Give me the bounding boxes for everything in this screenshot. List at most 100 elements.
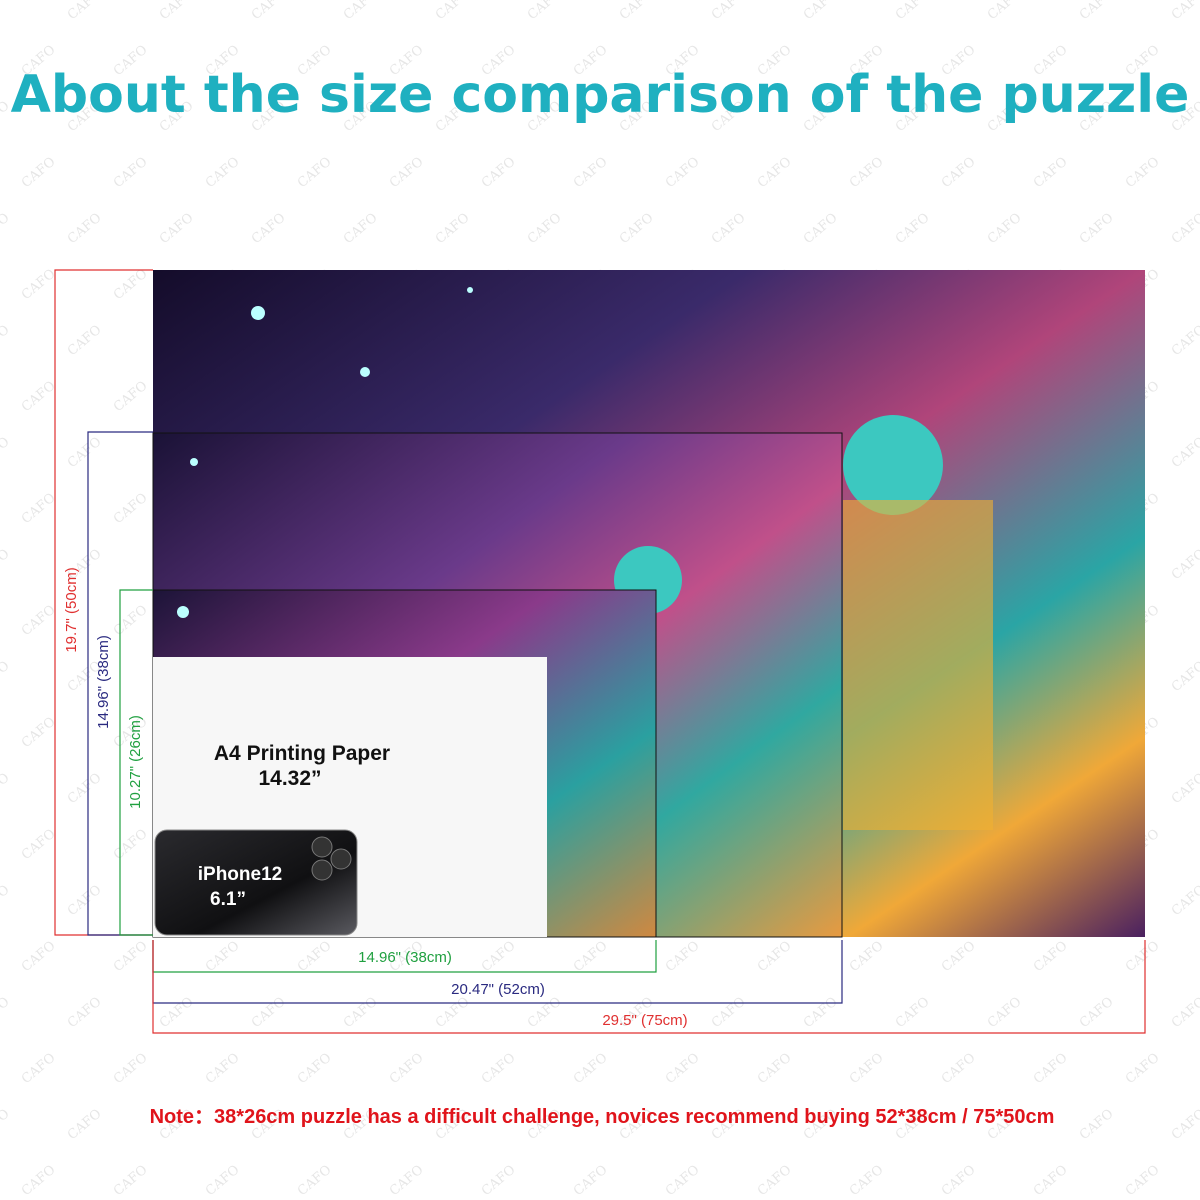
watermark: CAFO [111,378,151,415]
watermark: CAFO [157,994,197,1031]
camera [330,848,352,870]
watermark: CAFO [341,210,381,247]
watermark: CAFO [663,938,703,975]
watermark: CAFO [525,210,565,247]
watermark: CAFO [19,1050,59,1087]
watermark: CAFO [1169,882,1200,919]
watermark: CAFO [341,994,381,1031]
watermark: CAFO [1031,938,1071,975]
watermark: CAFO [65,1106,105,1143]
watermark: CAFO [479,1050,519,1087]
watermark: CAFO [939,1050,979,1087]
watermark: CAFO [1123,154,1163,191]
watermark: CAFO [801,210,841,247]
watermark: CAFO [19,378,59,415]
watermark: CAFO [1123,1162,1163,1199]
watermark: CAFO [203,1162,243,1199]
watermark: CAFO [1169,0,1200,23]
watermark: CAFO [525,994,565,1031]
watermark: CAFO [1031,1050,1071,1087]
a4-name: A4 Printing Paper [214,742,390,765]
watermark: CAFO [1169,1106,1200,1143]
watermark: CAFO [801,0,841,23]
width-label: 14.96" (38cm) [358,949,452,966]
watermark: CAFO [111,266,151,303]
watermark: CAFO [0,1106,12,1143]
watermark: CAFO [387,154,427,191]
star [467,287,473,293]
watermark: CAFO [525,0,565,23]
title: About the size comparison of the puzzle [11,65,1190,125]
watermark: CAFO [939,938,979,975]
camera [311,836,333,858]
watermark: CAFO [295,1162,335,1199]
watermark: CAFO [249,210,289,247]
watermark: CAFO [249,0,289,23]
watermark: CAFO [0,434,12,471]
watermark: CAFO [19,154,59,191]
watermark: CAFO [755,154,795,191]
watermark: CAFO [0,210,12,247]
watermark: CAFO [157,210,197,247]
watermark: CAFO [203,154,243,191]
star [360,367,370,377]
watermark: CAFO [19,602,59,639]
watermark: CAFO [801,994,841,1031]
watermark: CAFO [479,1162,519,1199]
watermark: CAFO [19,938,59,975]
watermark: CAFO [479,938,519,975]
watermark: CAFO [755,938,795,975]
watermark: CAFO [19,714,59,751]
watermark: CAFO [111,1162,151,1199]
watermark: CAFO [663,1050,703,1087]
height-label: 19.7" (50cm) [63,567,80,652]
watermark: CAFO [1077,0,1117,23]
note: Note：38*26cm puzzle has a difficult chal… [150,1106,1055,1128]
watermark: CAFO [1123,938,1163,975]
watermark: CAFO [1031,154,1071,191]
watermark: CAFO [1077,1106,1117,1143]
watermark: CAFO [847,938,887,975]
iphone-size: 6.1” [210,889,246,910]
stars [177,287,473,618]
watermark: CAFO [111,1050,151,1087]
camera [311,859,333,881]
watermark: CAFO [0,546,12,583]
watermark: CAFO [709,210,749,247]
star [177,606,189,618]
watermark: CAFO [111,602,151,639]
watermark: CAFO [19,826,59,863]
watermark: CAFO [387,1162,427,1199]
watermark: CAFO [663,154,703,191]
watermark: CAFO [755,1050,795,1087]
watermark: CAFO [571,938,611,975]
watermark: CAFO [65,770,105,807]
star [190,458,198,466]
watermark: CAFO [65,322,105,359]
watermark: CAFO [65,994,105,1031]
watermark: CAFO [111,154,151,191]
watermark: CAFO [985,210,1025,247]
watermark: CAFO [939,1162,979,1199]
watermark: CAFO [433,210,473,247]
iphone-name: iPhone12 [198,864,282,885]
watermark: CAFO [1031,1162,1071,1199]
watermark: CAFO [0,0,12,23]
watermark: CAFO [433,0,473,23]
watermark: CAFO [1077,994,1117,1031]
watermark: CAFO [111,490,151,527]
glow [843,500,993,830]
watermark: CAFO [0,770,12,807]
watermark: CAFO [847,1050,887,1087]
watermark: CAFO [65,882,105,919]
watermark: CAFO [571,1050,611,1087]
watermark: CAFO [893,994,933,1031]
watermark: CAFO [0,994,12,1031]
dimension-lines [54,269,1146,1034]
watermark: CAFO [571,154,611,191]
watermark: CAFO [1169,994,1200,1031]
watermark: CAFO [479,154,519,191]
watermark: CAFO [893,210,933,247]
watermark: CAFO [847,1162,887,1199]
